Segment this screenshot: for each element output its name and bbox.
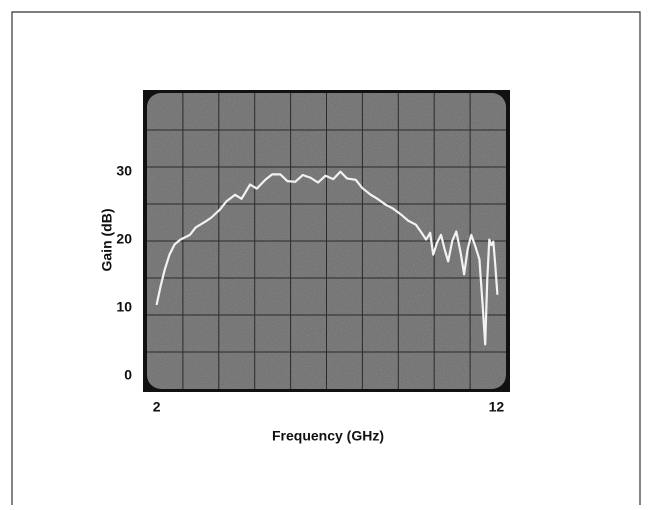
y-tick-label: 0 <box>124 366 132 382</box>
y-axis-label: Gain (dB) <box>99 209 115 272</box>
graticule <box>147 93 506 389</box>
y-tick-label: 10 <box>116 298 132 314</box>
x-tick-label: 12 <box>489 399 505 415</box>
y-tick-label: 30 <box>116 162 132 178</box>
trace <box>155 170 499 346</box>
x-tick-label: 2 <box>153 399 161 415</box>
y-tick-label: 20 <box>116 230 132 246</box>
x-axis-label: Frequency (GHz) <box>272 428 384 444</box>
frame <box>11 11 641 505</box>
